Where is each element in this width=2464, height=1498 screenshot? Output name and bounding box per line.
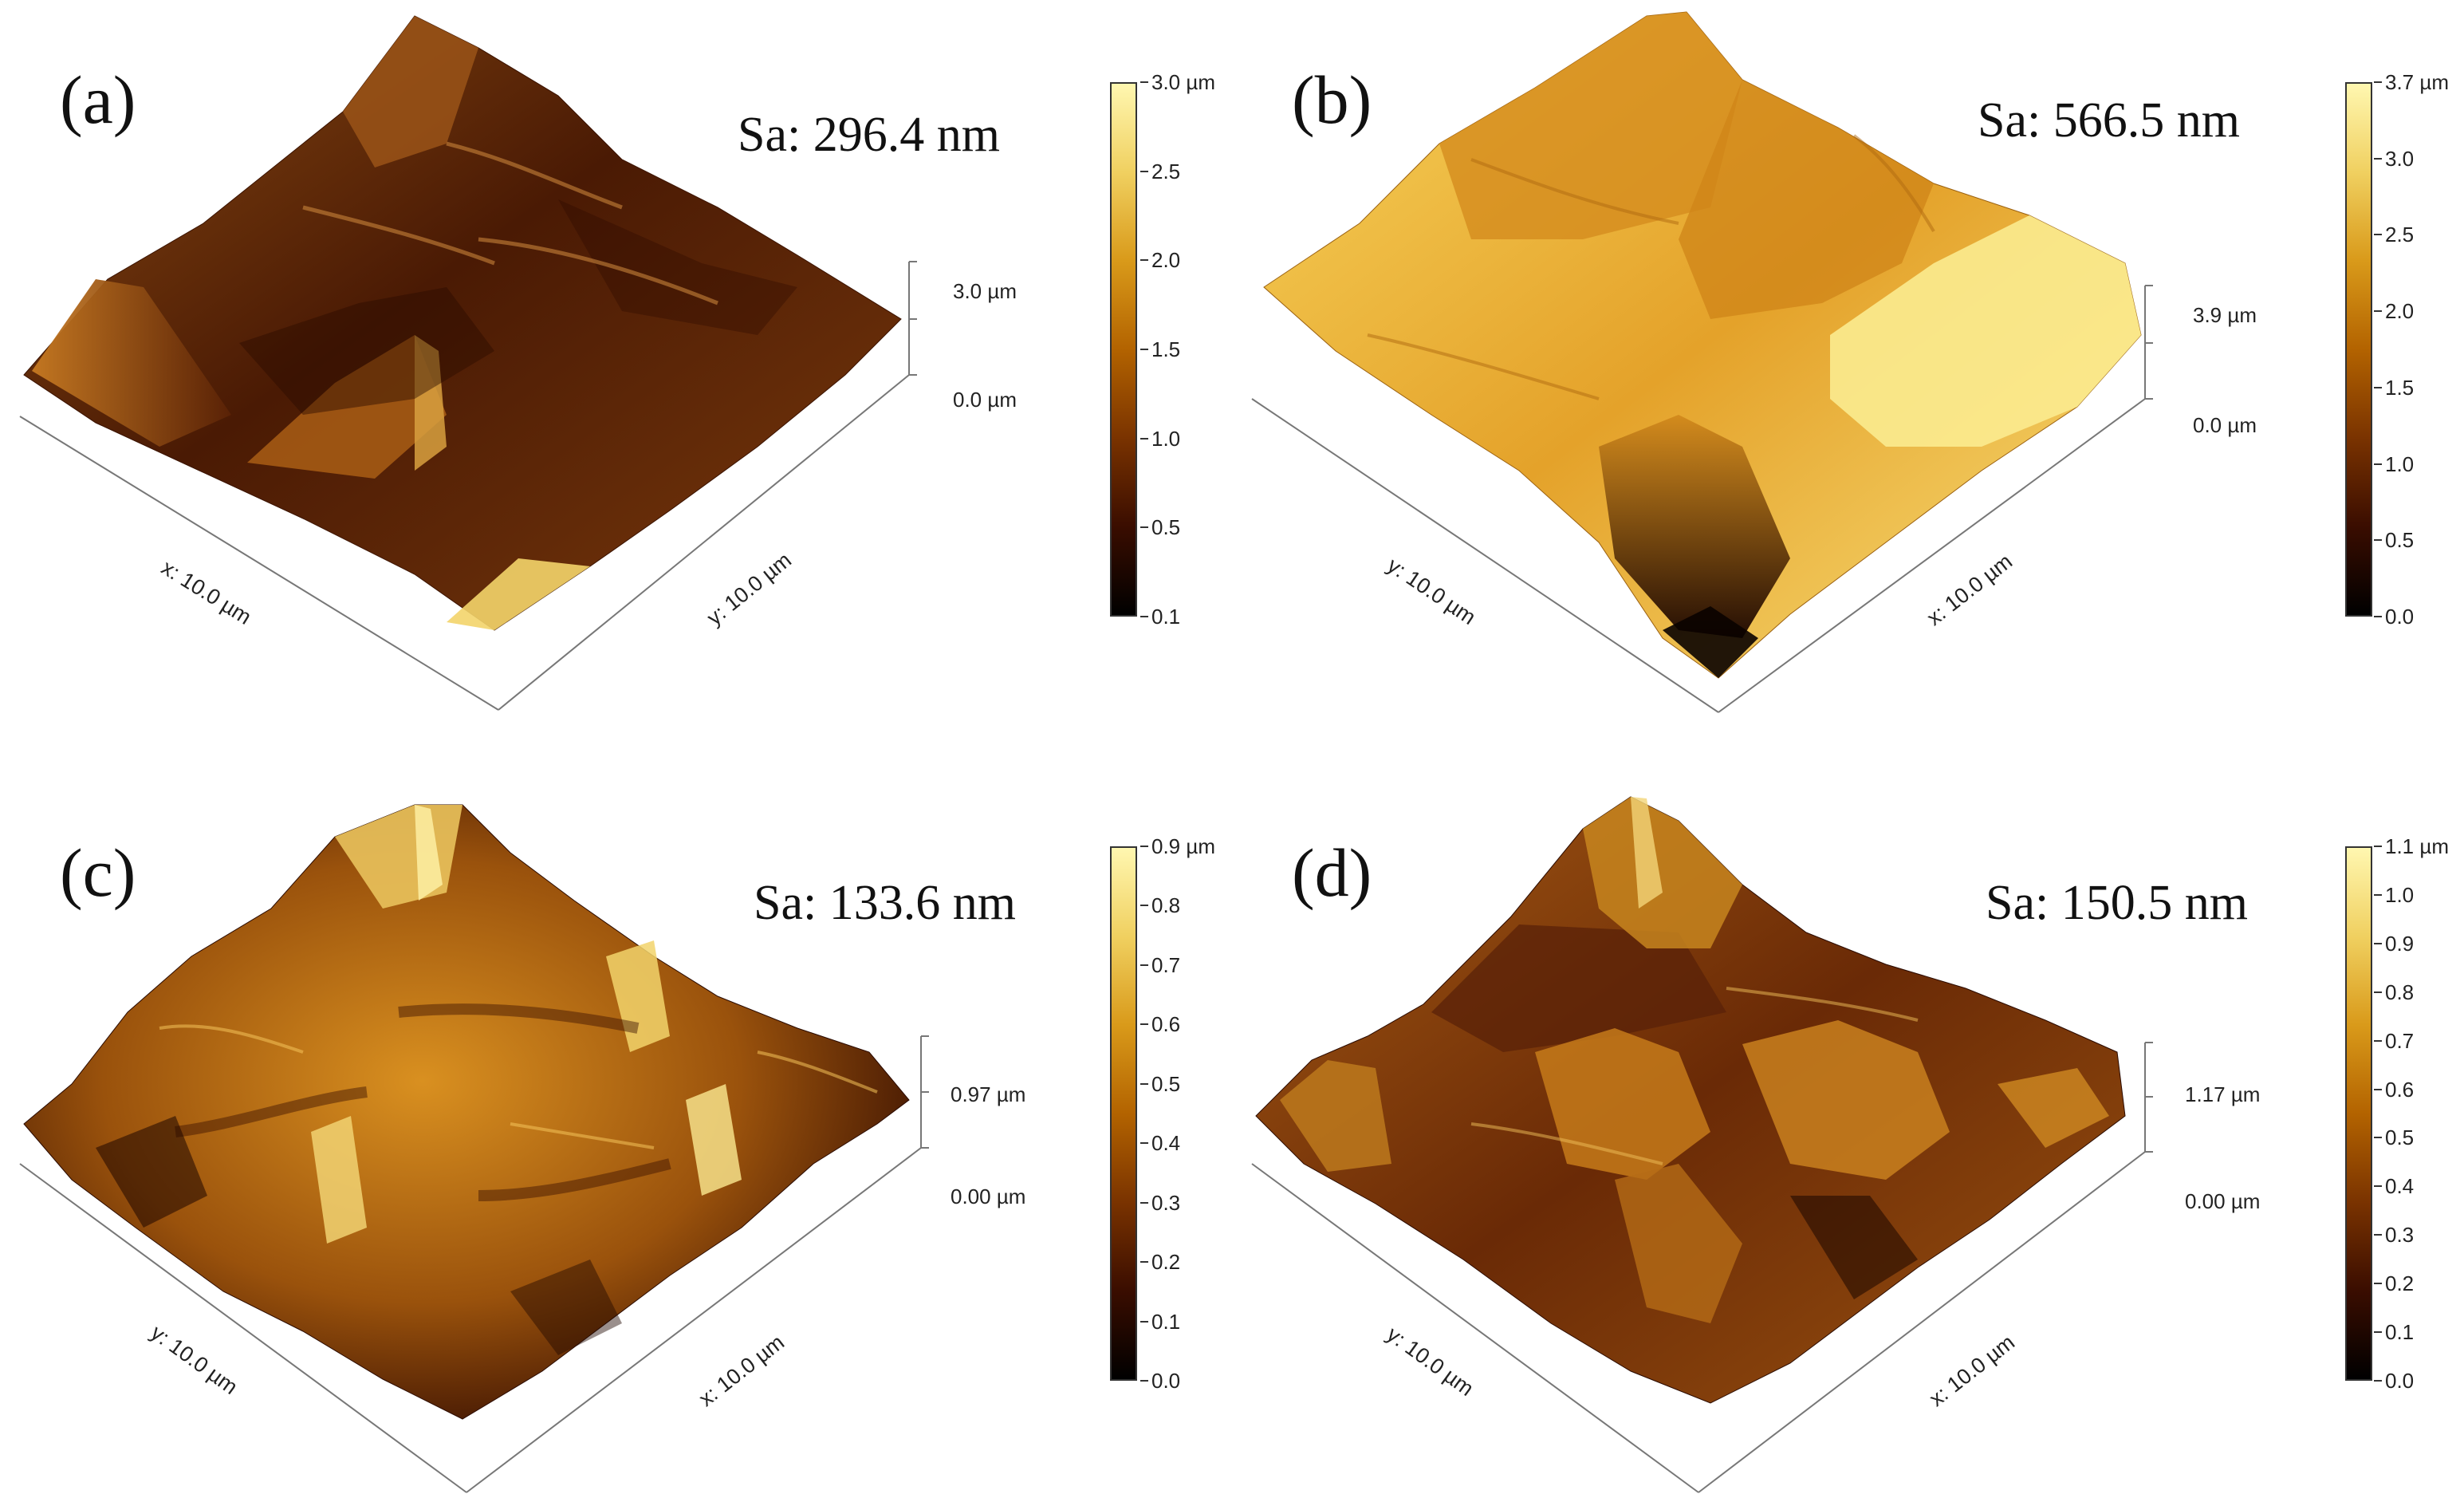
colorbar-tick-label: 0.9 µm	[1140, 834, 1216, 858]
colorbar-tick-label: 0.0	[1140, 1369, 1181, 1393]
colorbar-tick-label: 0.1	[1140, 605, 1181, 629]
colorbar-tick-label: 0.4	[2373, 1174, 2415, 1199]
sa-label: Sa: 566.5 nm	[1978, 93, 2240, 148]
panel-label: (b)	[1292, 61, 1372, 138]
afm-surface-a	[19, 15, 917, 711]
colorbar-tick-label: 0.7	[2373, 1028, 2415, 1053]
colorbar-tick-label: 0.5	[2373, 1125, 2415, 1150]
colorbar-tick-label: 0.8	[1140, 893, 1181, 918]
colorbar-tick-label: 2.0	[1140, 248, 1181, 273]
afm-surface-d	[1251, 796, 2153, 1493]
colorbar-tick-label: 0.7	[1140, 952, 1181, 977]
colorbar-tick-label: 2.0	[2373, 299, 2415, 324]
z-bottom-label: 0.00 µm	[2185, 1189, 2261, 1213]
z-bottom-label: 0.0 µm	[2193, 413, 2257, 437]
colorbar-tick-label: 0.0	[2373, 605, 2415, 629]
panel-label: (a)	[60, 61, 136, 138]
colorbar-tick-label: 3.0 µm	[1140, 70, 1216, 94]
colorbar-tick-label: 0.2	[1140, 1250, 1181, 1275]
colorbar-tick-label: 1.5	[2373, 375, 2415, 400]
afm-panel-a: (a) Sa: 296.4 nm 3.0 µm 0.0 µm x: 10.0 µ…	[0, 0, 1232, 749]
sa-label: Sa: 296.4 nm	[738, 108, 1000, 162]
colorbar-tick-label: 0.6	[1140, 1012, 1181, 1037]
colorbar-tick-label: 0.2	[2373, 1271, 2415, 1296]
colorbar-tick-label: 0.5	[2373, 528, 2415, 553]
colorbar-tick-label: 1.5	[1140, 337, 1181, 361]
z-top-label: 0.97 µm	[951, 1082, 1026, 1106]
z-bottom-label: 0.00 µm	[951, 1185, 1026, 1208]
colorbar-tick-label: 1.0	[1140, 426, 1181, 451]
colorbar-tick-label: 0.5	[1140, 515, 1181, 540]
z-bottom-label: 0.0 µm	[953, 388, 1017, 412]
z-top-label: 1.17 µm	[2185, 1082, 2261, 1106]
panel-label: (d)	[1292, 834, 1372, 911]
sa-label: Sa: 150.5 nm	[1986, 876, 2248, 930]
panel-label: (c)	[60, 834, 136, 911]
colorbar-tick-label: 2.5	[2373, 223, 2415, 247]
colorbar-tick-label: 3.0	[2373, 146, 2415, 171]
colorbar-tick-label: 0.8	[2373, 980, 2415, 1004]
z-top-label: 3.0 µm	[953, 279, 1017, 303]
afm-panel-d: (d) Sa: 150.5 nm 1.17 µm 0.00 µm y: 10.0…	[1232, 749, 2464, 1498]
sa-label: Sa: 133.6 nm	[754, 876, 1016, 930]
colorbar-tick-label: 0.1	[2373, 1320, 2415, 1345]
colorbar-tick-label: 0.3	[2373, 1223, 2415, 1248]
colorbar-tick-label: 0.6	[2373, 1077, 2415, 1102]
colorbar-tick-label: 1.0	[2373, 451, 2415, 476]
colorbar	[1110, 82, 1137, 617]
colorbar	[1110, 846, 1137, 1381]
z-top-label: 3.9 µm	[2193, 303, 2257, 327]
colorbar-tick-label: 0.9	[2373, 931, 2415, 956]
colorbar-tick-label: 2.5	[1140, 159, 1181, 183]
colorbar-tick-label: 0.1	[1140, 1309, 1181, 1334]
colorbar	[2345, 846, 2372, 1381]
colorbar-tick-label: 0.4	[1140, 1131, 1181, 1156]
colorbar-tick-label: 0.5	[1140, 1071, 1181, 1096]
colorbar-tick-label: 1.1 µm	[2373, 834, 2450, 858]
afm-surface-c	[19, 804, 929, 1493]
afm-surface-b	[1251, 11, 2153, 713]
afm-panel-b: (b) Sa: 566.5 nm 3.9 µm 0.0 µm y: 10.0 µ…	[1232, 0, 2464, 749]
colorbar-tick-label: 3.7 µm	[2373, 70, 2450, 94]
afm-panel-c: (c) Sa: 133.6 nm 0.97 µm 0.00 µm y: 10.0…	[0, 749, 1232, 1498]
colorbar	[2345, 82, 2372, 617]
colorbar-tick-label: 1.0	[2373, 882, 2415, 907]
colorbar-tick-label: 0.0	[2373, 1369, 2415, 1393]
colorbar-tick-label: 0.3	[1140, 1190, 1181, 1215]
